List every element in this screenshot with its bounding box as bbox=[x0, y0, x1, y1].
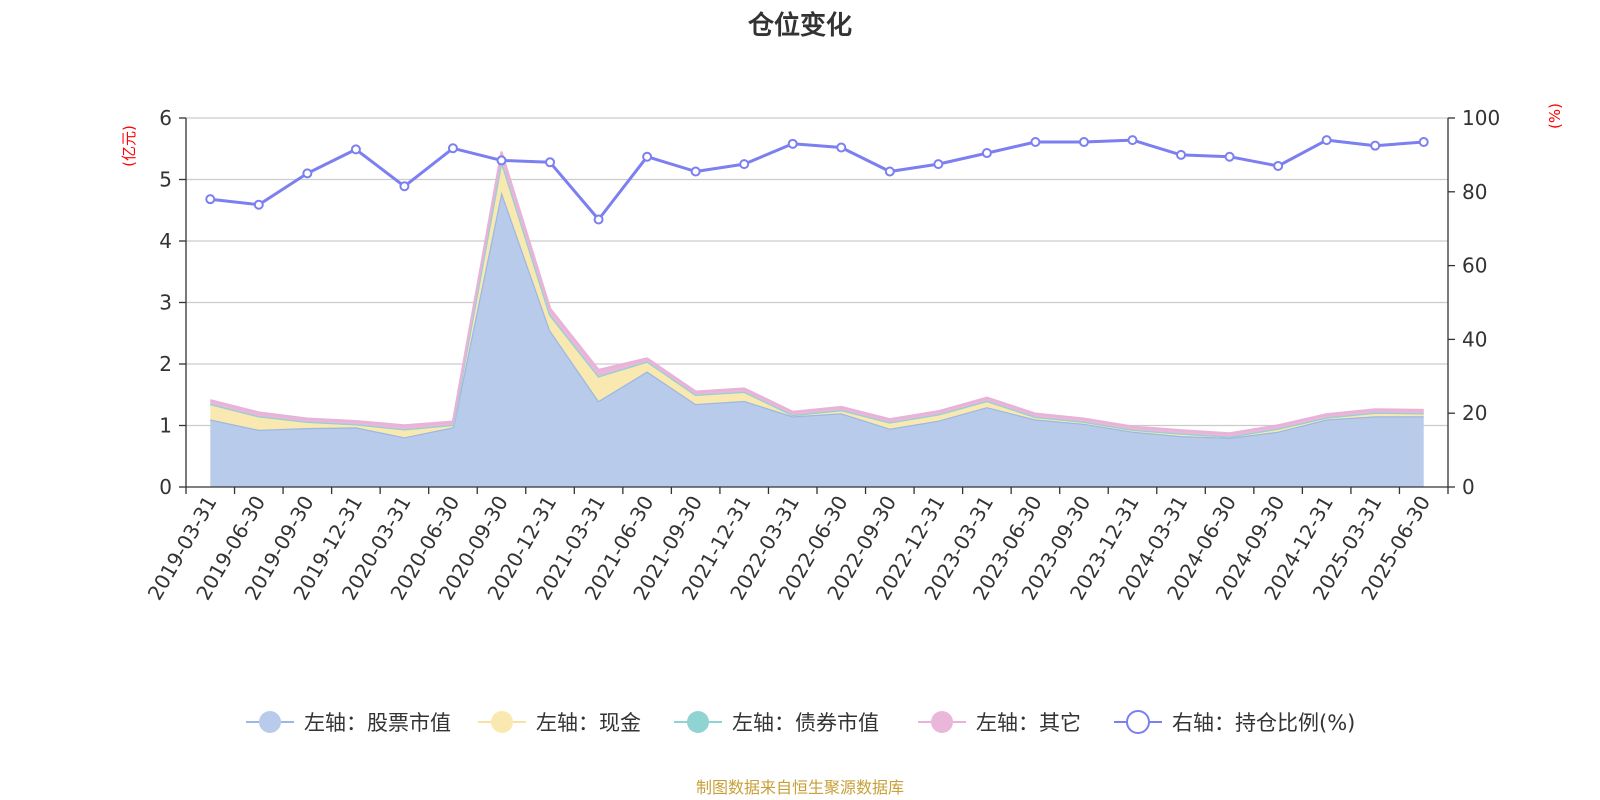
ratio-point[interactable] bbox=[253, 199, 264, 210]
right-tick-label: 80 bbox=[1462, 180, 1487, 204]
source-note: 制图数据来自恒生聚源数据库 bbox=[696, 778, 904, 797]
ratio-point[interactable] bbox=[1321, 135, 1332, 146]
ratio-point[interactable] bbox=[1176, 149, 1187, 160]
legend-label: 左轴：债券市值 bbox=[732, 711, 879, 735]
legend-label: 左轴：其它 bbox=[976, 711, 1081, 735]
left-tick-label: 3 bbox=[159, 291, 172, 315]
ratio-point[interactable] bbox=[1224, 151, 1235, 162]
ratio-point[interactable] bbox=[593, 214, 604, 225]
legend-marker bbox=[491, 711, 513, 733]
legend-label: 左轴：现金 bbox=[536, 711, 641, 735]
right-tick-label: 60 bbox=[1462, 254, 1487, 278]
legend-marker bbox=[687, 711, 709, 733]
ratio-point[interactable] bbox=[1273, 160, 1284, 171]
ratio-point[interactable] bbox=[205, 194, 216, 205]
right-tick-label: 0 bbox=[1462, 475, 1475, 499]
area-fill bbox=[210, 152, 1424, 437]
left-tick-label: 1 bbox=[159, 414, 172, 438]
right-tick-label: 20 bbox=[1462, 401, 1487, 425]
ratio-point[interactable] bbox=[1127, 135, 1138, 146]
chart-title: 仓位变化 bbox=[747, 10, 852, 41]
stacked-areas bbox=[209, 151, 1424, 488]
legend: 左轴：股票市值 左轴：现金 左轴：债券市值 左轴：其它 右轴：持仓比例(%) bbox=[246, 710, 1355, 735]
legend-item[interactable]: 左轴：其它 bbox=[918, 711, 1081, 735]
ratio-point[interactable] bbox=[1030, 136, 1041, 147]
area-fill bbox=[210, 161, 1424, 438]
left-tick-label: 0 bbox=[159, 475, 172, 499]
ratio-point[interactable] bbox=[836, 142, 847, 153]
ratio-point[interactable] bbox=[739, 159, 750, 170]
right-tick-label: 100 bbox=[1462, 106, 1500, 130]
ratio-line-path bbox=[210, 138, 1424, 221]
legend-item[interactable]: 右轴：持仓比例(%) bbox=[1114, 710, 1355, 735]
area-line bbox=[210, 190, 1424, 440]
area-line bbox=[209, 159, 1424, 438]
right-tick-label: 40 bbox=[1462, 327, 1487, 351]
left-tick-label: 6 bbox=[159, 106, 172, 130]
ratio-point[interactable] bbox=[981, 148, 992, 159]
area-fill bbox=[210, 191, 1424, 488]
ratio-point[interactable] bbox=[1370, 140, 1381, 151]
ratio-point[interactable] bbox=[884, 166, 895, 177]
area-line bbox=[209, 159, 1424, 438]
ratio-point[interactable] bbox=[642, 151, 653, 162]
ratio-point[interactable] bbox=[447, 143, 458, 154]
left-axis-unit: (亿元) bbox=[120, 125, 138, 167]
area-line bbox=[209, 151, 1424, 435]
ratio-point[interactable] bbox=[933, 159, 944, 170]
legend-marker bbox=[1126, 710, 1150, 734]
legend-item[interactable]: 左轴：债券市值 bbox=[674, 711, 879, 735]
legend-label: 右轴：持仓比例(%) bbox=[1172, 711, 1355, 735]
ratio-point[interactable] bbox=[302, 168, 313, 179]
ratio-point[interactable] bbox=[1078, 136, 1089, 147]
area-fill bbox=[210, 161, 1424, 437]
axes: 01234560204060801002019-03-312019-06-302… bbox=[143, 106, 1500, 604]
legend-marker bbox=[931, 711, 953, 733]
ratio-line bbox=[205, 135, 1429, 225]
left-tick-label: 5 bbox=[159, 168, 172, 192]
right-axis-unit: (%) bbox=[1546, 103, 1564, 129]
left-tick-label: 4 bbox=[159, 229, 172, 253]
legend-marker bbox=[259, 711, 281, 733]
ratio-point[interactable] bbox=[1418, 136, 1429, 147]
left-tick-label: 2 bbox=[159, 352, 172, 376]
ratio-point[interactable] bbox=[690, 166, 701, 177]
legend-item[interactable]: 左轴：股票市值 bbox=[246, 711, 451, 735]
ratio-point[interactable] bbox=[399, 181, 410, 192]
ratio-point[interactable] bbox=[545, 157, 556, 168]
ratio-point[interactable] bbox=[787, 138, 798, 149]
ratio-point[interactable] bbox=[350, 144, 361, 155]
legend-label: 左轴：股票市值 bbox=[304, 711, 451, 735]
ratio-point[interactable] bbox=[496, 155, 507, 166]
legend-item[interactable]: 左轴：现金 bbox=[478, 711, 641, 735]
